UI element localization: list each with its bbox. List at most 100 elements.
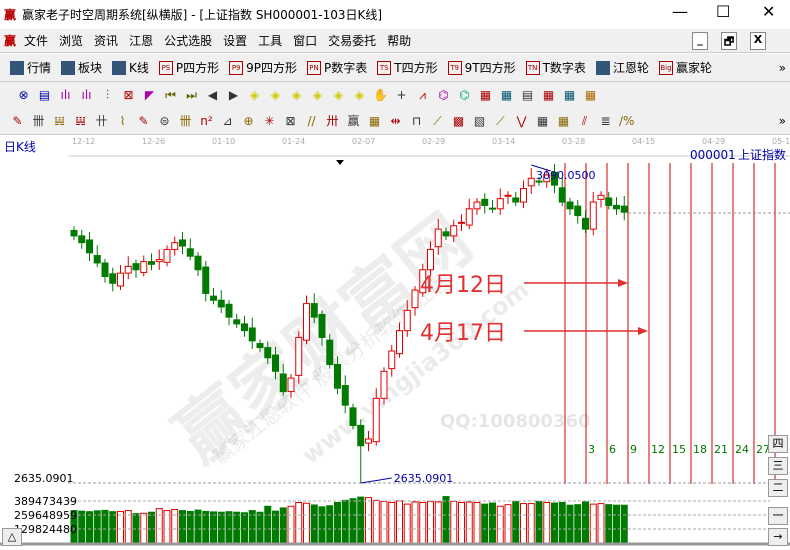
tool-icon[interactable]: ⊗ xyxy=(18,87,29,102)
tool-icon[interactable]: ✋ xyxy=(373,87,388,102)
toolbar-button[interactable]: TN T数字表 xyxy=(525,59,586,76)
tool-icon[interactable]: ⩘ xyxy=(419,87,426,102)
scale-button[interactable]: 二 xyxy=(768,479,788,497)
drawing-tool-icon[interactable]: ▦ xyxy=(557,113,570,128)
menu-item[interactable]: 江恩 xyxy=(129,34,154,48)
tool-icon[interactable]: ⌬ xyxy=(459,87,470,102)
drawing-tool-icon[interactable]: ⊜ xyxy=(159,113,170,128)
drawing-tool-icon[interactable]: ⌇ xyxy=(119,113,126,128)
menu-item[interactable]: 窗口 xyxy=(293,34,318,48)
tool-icon[interactable]: ⫶ xyxy=(105,87,109,102)
tool-icon[interactable]: ▦ xyxy=(584,87,597,102)
menu-item[interactable]: 工具 xyxy=(258,34,283,48)
scale-button[interactable]: → xyxy=(768,528,788,546)
volume-bar xyxy=(620,504,628,544)
volume-bar xyxy=(403,503,411,544)
drawing-tool-icon[interactable]: 卅 xyxy=(326,113,339,128)
tool-icon[interactable]: ◈ xyxy=(291,87,302,102)
drawing-tool-icon[interactable]: 卌 xyxy=(32,113,45,128)
tool-icon[interactable]: ▤ xyxy=(38,87,51,102)
drawing-tool-icon[interactable]: n² xyxy=(200,113,213,128)
tool-icon[interactable]: + xyxy=(396,87,407,102)
toolbar-button[interactable]: P9 9P四方形 xyxy=(229,59,297,76)
menu-item[interactable]: 设置 xyxy=(223,34,248,48)
toolbar-button[interactable]: gann-wheel-icon江恩轮 xyxy=(595,59,649,76)
tool-icon[interactable]: ◀ xyxy=(207,87,218,102)
drawing-tool-icon[interactable]: ∕% xyxy=(619,113,635,128)
expand-button[interactable]: △ xyxy=(2,528,22,546)
drawing-tool-icon[interactable]: ▦ xyxy=(368,113,381,128)
toolbar-button[interactable]: PS P四方形 xyxy=(158,59,219,76)
drawing-tool-icon[interactable]: ▩ xyxy=(452,113,465,128)
more-icon[interactable]: » xyxy=(778,114,786,128)
drawing-tool-icon[interactable]: ⇹ xyxy=(390,113,401,128)
close-button[interactable]: ✕ xyxy=(762,2,776,21)
tool-icon[interactable]: ▦ xyxy=(500,87,513,102)
tool-icon[interactable]: ◤ xyxy=(144,87,155,102)
menu-item[interactable]: 浏览 xyxy=(59,34,84,48)
tool-icon[interactable]: ⏮ xyxy=(165,87,176,102)
scale-button[interactable]: 三 xyxy=(768,457,788,475)
drawing-tool-icon[interactable]: ⊿ xyxy=(222,113,233,128)
drawing-tool-icon[interactable]: ⟋ xyxy=(496,113,505,128)
tool-icon[interactable]: ▶ xyxy=(228,87,239,102)
tool-icon[interactable]: ılı xyxy=(81,87,92,102)
drawing-tool-icon[interactable]: 𝍏 xyxy=(75,113,86,128)
tool-icon[interactable]: ⏭ xyxy=(186,87,197,102)
tool-icon[interactable]: ◈ xyxy=(270,87,281,102)
drawing-tool-icon[interactable]: ▧ xyxy=(473,113,486,128)
menu-item[interactable]: 帮助 xyxy=(387,34,412,48)
tool-icon[interactable]: ılı xyxy=(60,87,71,102)
drawing-tool-icon[interactable]: 卌 xyxy=(179,113,192,128)
date-tick: 05-13 xyxy=(772,137,790,146)
toolbar-button[interactable]: blocks-icon板块 xyxy=(61,59,102,76)
tool-icon[interactable]: ◈ xyxy=(249,87,260,102)
drawing-tool-icon[interactable]: ✎ xyxy=(138,113,149,128)
drawing-tool-icon[interactable]: ⊕ xyxy=(243,113,254,128)
drawing-tool-icon[interactable]: ▦ xyxy=(536,113,549,128)
mdi-close-button[interactable]: X xyxy=(750,31,766,50)
drawing-tool-icon[interactable]: ⊠ xyxy=(285,113,296,128)
tool-icon[interactable]: ⊠ xyxy=(123,87,134,102)
tool-icon[interactable]: ▦ xyxy=(542,87,555,102)
menu-item[interactable]: 资讯 xyxy=(94,34,119,48)
tool-icon[interactable]: ⌬ xyxy=(438,87,449,102)
drawing-tool-icon[interactable]: // xyxy=(307,113,316,128)
mdi-restore-button[interactable]: 🗗 xyxy=(721,31,737,50)
minimize-button[interactable]: — xyxy=(672,2,688,21)
tool-icon[interactable]: ◈ xyxy=(333,87,344,102)
menu-item[interactable]: 公式选股 xyxy=(164,34,213,48)
scale-button[interactable]: 一 xyxy=(768,507,788,525)
toolbar-button[interactable]: Big 赢家轮 xyxy=(658,59,712,76)
toolbar-button[interactable]: T9 9T四方形 xyxy=(447,59,516,76)
tool-icon[interactable]: ◈ xyxy=(312,87,323,102)
drawing-tool-icon[interactable]: 赢 xyxy=(347,113,360,128)
volume-bar xyxy=(504,504,512,544)
toolbar-button[interactable]: PN P数字表 xyxy=(307,59,367,76)
drawing-tool-icon[interactable]: 𝍏 xyxy=(54,113,65,128)
tool-icon[interactable]: ▦ xyxy=(479,87,492,102)
toolbar-button[interactable]: kline-iconK线 xyxy=(112,59,149,76)
tool-icon[interactable]: ▦ xyxy=(563,87,576,102)
drawing-tool-icon[interactable]: ≣ xyxy=(600,113,611,128)
candle-body xyxy=(473,201,481,210)
menu-item[interactable]: 交易委托 xyxy=(328,34,377,48)
toolbar-button[interactable]: TS T四方形 xyxy=(377,59,438,76)
candle-body xyxy=(620,205,628,213)
maximize-button[interactable]: ☐ xyxy=(716,2,731,21)
drawing-tool-icon[interactable]: ✳ xyxy=(264,113,275,128)
toolbar-button[interactable]: table-icon行情 xyxy=(10,59,51,76)
drawing-tool-icon[interactable]: ⋁ xyxy=(516,113,527,128)
menu-item[interactable]: 文件 xyxy=(24,34,49,48)
drawing-tool-icon[interactable]: ⫽ xyxy=(581,113,588,128)
drawing-tool-icon[interactable]: ⊓ xyxy=(411,113,422,128)
mdi-minimize-button[interactable]: _ xyxy=(692,31,708,50)
tool-icon[interactable]: ▤ xyxy=(521,87,534,102)
kline-chart[interactable]: 日K线 12-12 12-26 01-10 01-24 02-07 02-29 03-14 03… xyxy=(0,135,790,547)
scale-button[interactable]: 四 xyxy=(768,435,788,453)
drawing-tool-icon[interactable]: ⟋ xyxy=(433,113,442,128)
drawing-tool-icon[interactable]: 卄 xyxy=(95,113,108,128)
tool-icon[interactable]: ◈ xyxy=(354,87,365,102)
more-icon[interactable]: » xyxy=(778,60,786,75)
drawing-tool-icon[interactable]: ✎ xyxy=(12,113,23,128)
